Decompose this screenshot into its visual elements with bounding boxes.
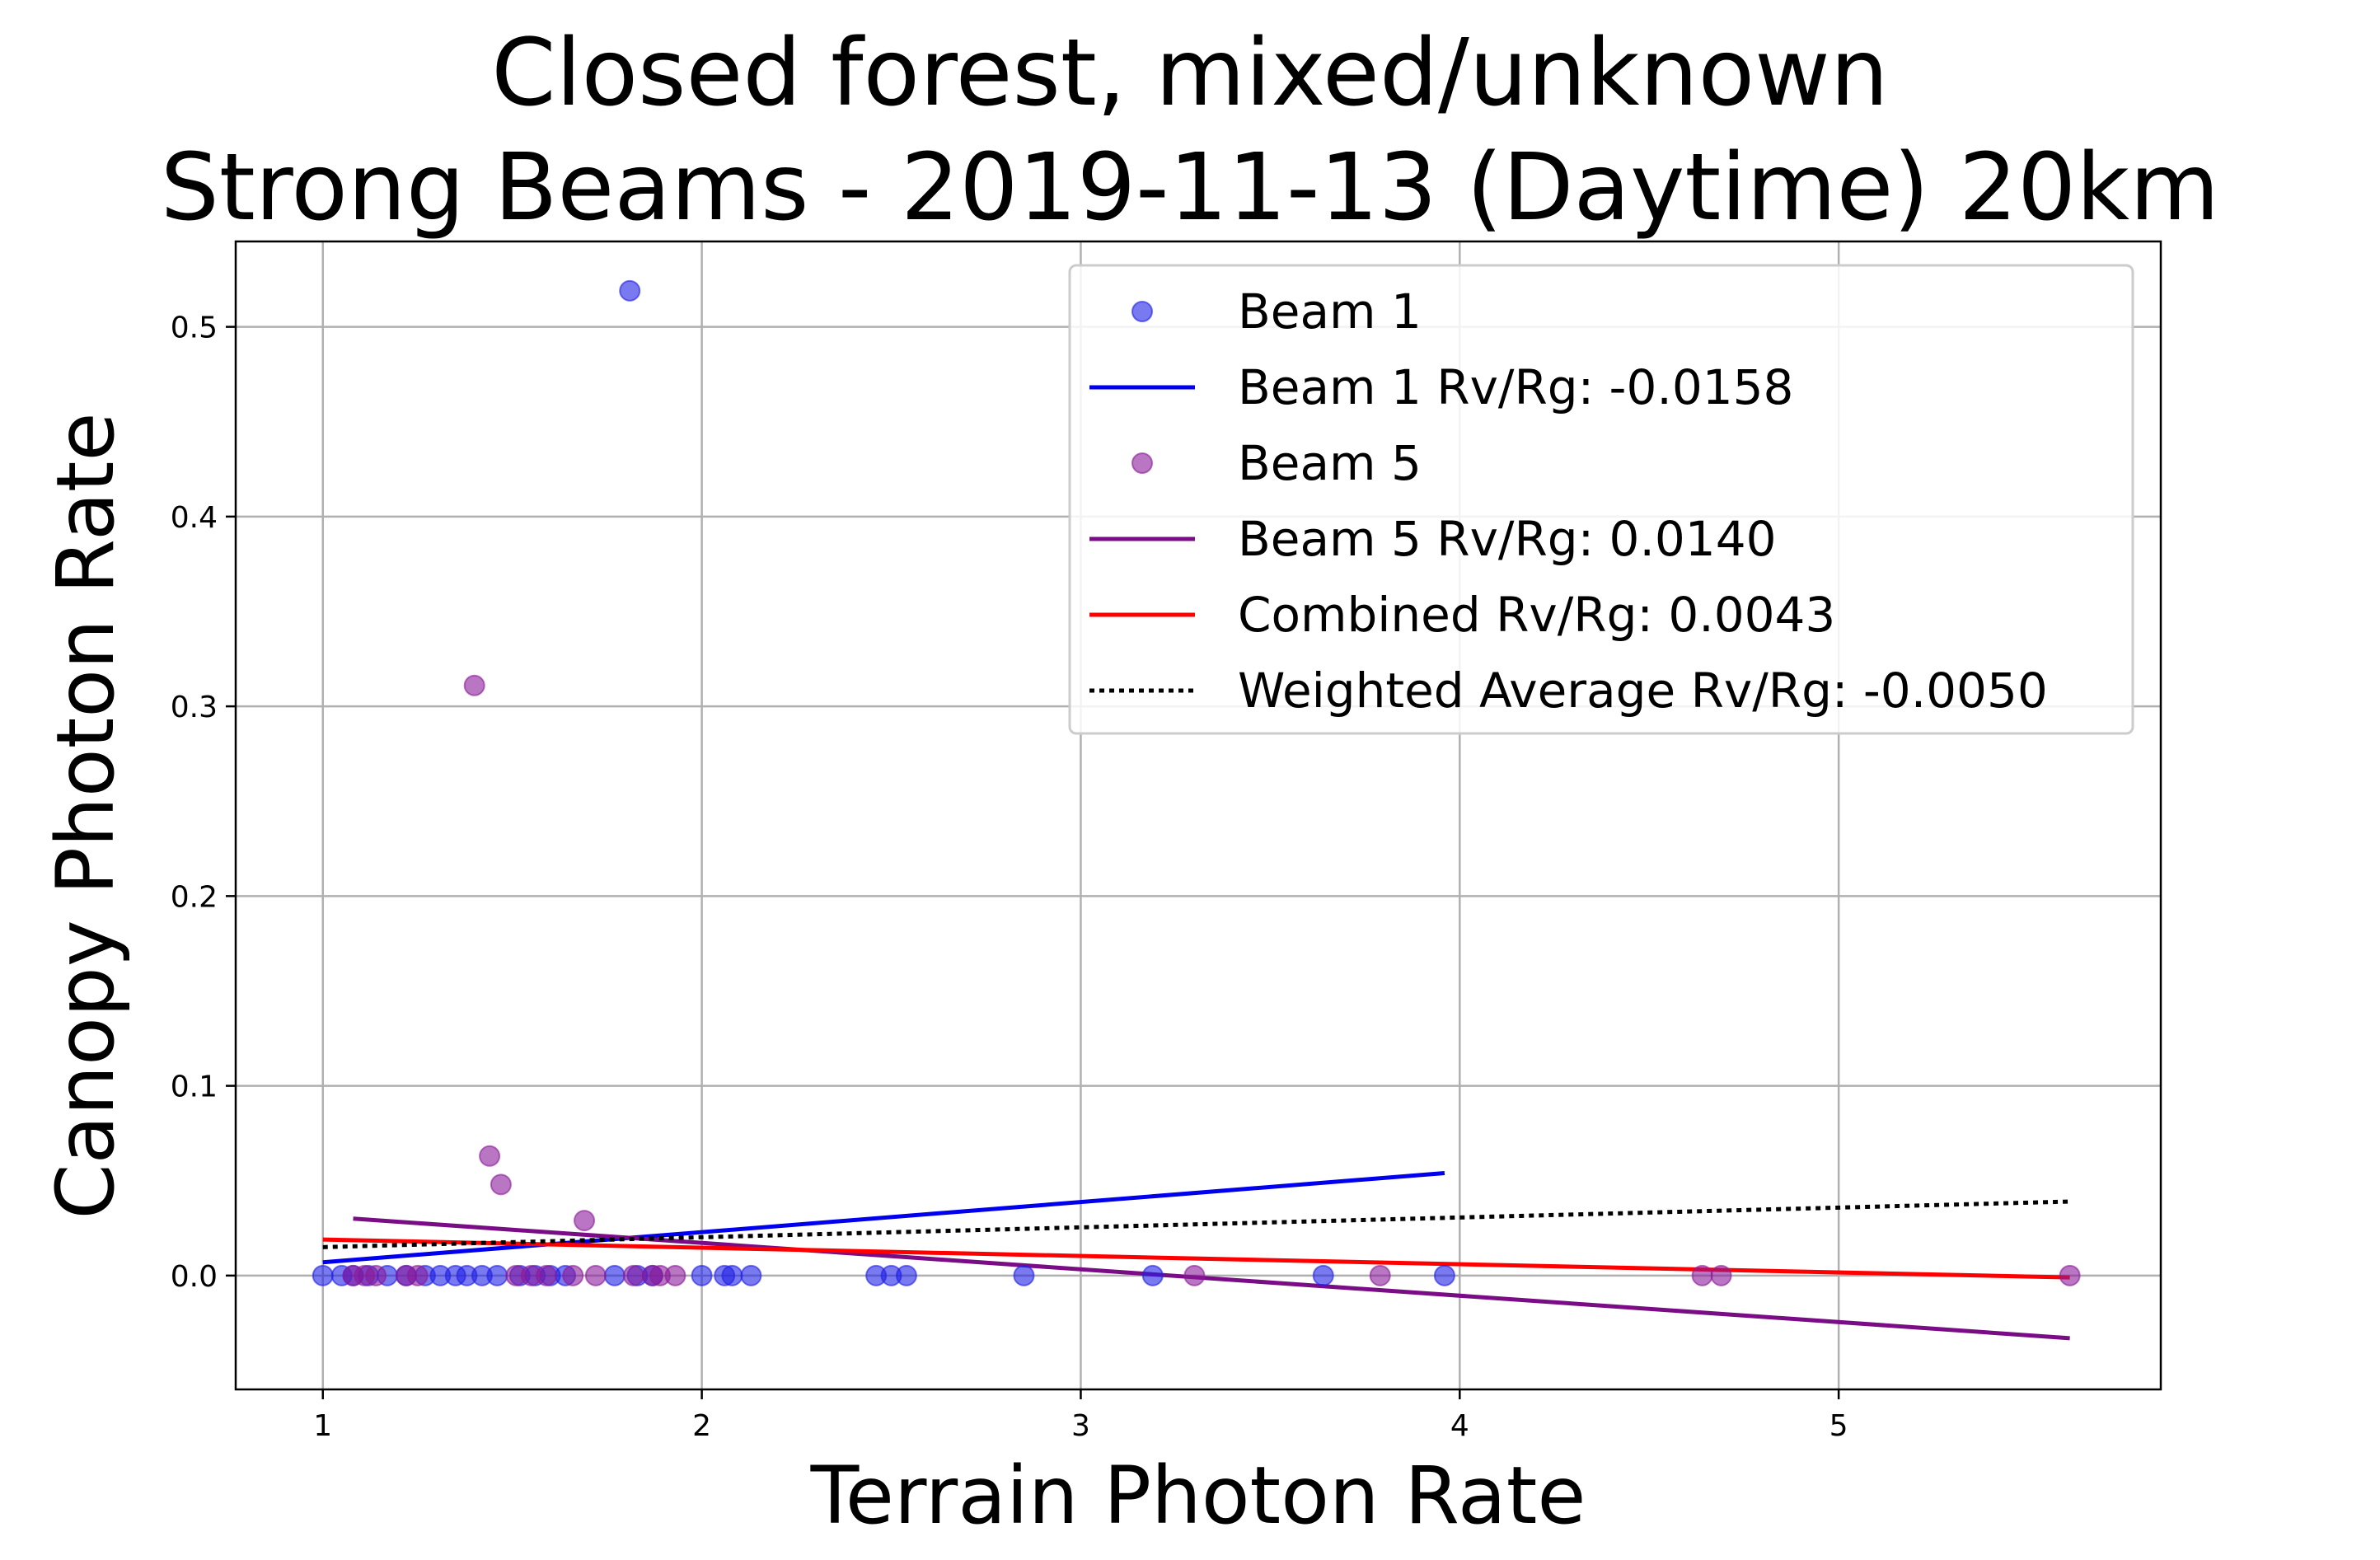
legend-entry-label: Beam 1 Rv/Rg: -0.0158 <box>1238 359 1793 415</box>
data-point <box>1141 1264 1164 1286</box>
x-tick-label: 3 <box>1071 1409 1090 1443</box>
data-point <box>1312 1264 1334 1286</box>
data-point <box>895 1264 917 1286</box>
x-tick-label: 5 <box>1830 1409 1848 1443</box>
data-point <box>622 1264 644 1286</box>
y-tick-label: 0.3 <box>171 691 218 724</box>
data-point <box>721 1264 743 1286</box>
legend-marker <box>1131 452 1153 474</box>
legend-entry-label: Beam 5 Rv/Rg: 0.0140 <box>1238 511 1777 567</box>
data-point <box>664 1264 686 1286</box>
title-line-2: Strong Beams - 2019-11-13 (Daytime) 20km <box>161 134 2219 241</box>
data-point <box>603 1264 625 1286</box>
data-point <box>1691 1264 1713 1286</box>
data-point <box>536 1264 558 1286</box>
data-point <box>490 1174 512 1196</box>
series-line <box>322 1171 1445 1265</box>
data-point <box>1433 1264 1455 1286</box>
x-tick-label: 1 <box>313 1409 332 1443</box>
data-point <box>479 1145 501 1167</box>
y-tick-label: 0.5 <box>171 312 218 345</box>
data-point <box>365 1264 387 1286</box>
data-point <box>312 1264 334 1286</box>
data-point <box>1183 1264 1206 1286</box>
data-point <box>562 1264 584 1286</box>
legend: Beam 1 Beam 1 Rv/Rg: -0.0158 Beam 5 Beam 5 … <box>1068 264 2134 735</box>
y-tick-label: 0.4 <box>171 501 218 535</box>
series-line <box>322 1199 2070 1249</box>
legend-entry-label: Beam 5 <box>1238 435 1422 491</box>
legend-entry-label: Combined Rv/Rg: 0.0043 <box>1238 587 1835 643</box>
data-point <box>486 1264 508 1286</box>
data-point <box>584 1264 607 1286</box>
data-point <box>619 279 641 302</box>
title-line-1: Closed forest, mixed/unknown <box>491 20 1888 127</box>
legend-marker <box>1131 301 1153 322</box>
plot-area <box>312 279 2081 1341</box>
data-point <box>691 1264 713 1286</box>
legend-box <box>1068 264 2134 735</box>
x-axis-label: Terrain Photon Rate <box>810 1450 1586 1542</box>
y-tick-label: 0.2 <box>171 880 218 914</box>
legend-entry-label: Weighted Average Rv/Rg: -0.0050 <box>1238 663 2048 719</box>
data-point <box>1710 1264 1732 1286</box>
axes-frame <box>234 240 2162 1391</box>
y-tick-label: 0.1 <box>171 1070 218 1104</box>
x-tick-label: 2 <box>692 1409 711 1443</box>
y-tick-label: 0.0 <box>171 1260 218 1294</box>
data-point <box>1369 1264 1391 1286</box>
y-axis-label: Canopy Photon Rate <box>40 412 132 1219</box>
axis-ticks: 1 2 3 4 5 0.0 0.1 0.2 0.3 0.4 0.5 <box>171 312 1848 1443</box>
data-point <box>1013 1264 1035 1286</box>
data-point <box>574 1210 596 1232</box>
x-tick-label: 4 <box>1450 1409 1469 1443</box>
data-point <box>740 1264 762 1286</box>
data-point <box>2059 1264 2081 1286</box>
series-line <box>322 1237 2070 1280</box>
legend-entry-label: Beam 1 <box>1238 283 1422 340</box>
chart-title: Closed forest, mixed/unknown Strong Beam… <box>161 20 2219 241</box>
data-point <box>406 1264 429 1286</box>
data-point <box>463 674 485 696</box>
